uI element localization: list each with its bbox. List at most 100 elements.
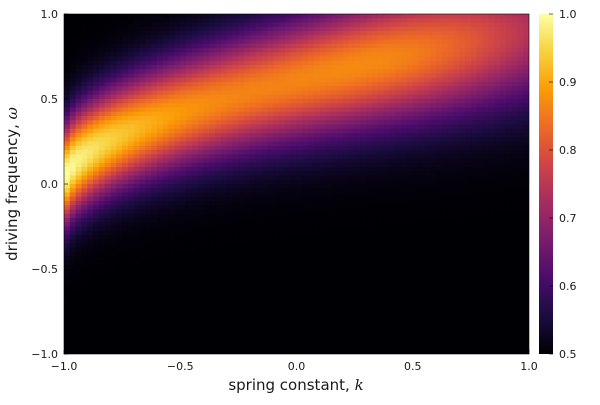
heatmap-cell (98, 26, 106, 32)
heatmap-cell (151, 290, 158, 296)
heatmap-cell (284, 65, 292, 70)
heatmap-cell (64, 256, 71, 262)
heatmap-cell (279, 303, 286, 308)
heatmap-cell (226, 311, 234, 317)
heatmap-cell (372, 90, 379, 96)
heatmap-cell (331, 294, 338, 300)
heatmap-cell (162, 150, 170, 155)
heatmap-cell (383, 171, 391, 177)
heatmap-cell (104, 111, 112, 117)
heatmap-cell (157, 26, 164, 32)
heatmap-cell (81, 311, 88, 317)
heatmap-cell (418, 82, 425, 87)
heatmap-cell (220, 307, 228, 313)
heatmap-cell (377, 320, 385, 325)
heatmap-cell (331, 22, 338, 28)
heatmap-cell (308, 26, 315, 32)
heatmap-cell (319, 184, 327, 189)
heatmap-cell (360, 35, 367, 41)
heatmap-cell (244, 26, 251, 32)
heatmap-cell (325, 179, 332, 185)
heatmap-cell (354, 162, 362, 168)
heatmap-cell (180, 294, 187, 300)
heatmap-cell (313, 158, 321, 164)
heatmap-cell (319, 162, 327, 168)
heatmap-cell (337, 103, 344, 109)
heatmap-cell (325, 39, 332, 45)
heatmap-cell (412, 281, 420, 287)
heatmap-cell (209, 201, 216, 206)
heatmap-cell (331, 116, 338, 121)
heatmap-cell (232, 281, 239, 287)
heatmap-cell (122, 167, 129, 172)
heatmap-cell (354, 39, 362, 45)
heatmap-cell (383, 133, 391, 138)
heatmap-cell (139, 332, 146, 338)
heatmap-cell (412, 35, 420, 41)
heatmap-cell (238, 141, 245, 147)
heatmap-cell (325, 213, 332, 219)
heatmap-cell (296, 222, 303, 228)
heatmap-cell (197, 69, 205, 75)
heatmap-cell (354, 145, 362, 151)
heatmap-cell (180, 90, 187, 96)
heatmap-cell (273, 150, 280, 155)
heatmap-cell (412, 184, 420, 189)
heatmap-cell (366, 345, 373, 351)
heatmap-cell (424, 154, 431, 160)
heatmap-cell (93, 94, 100, 100)
heatmap-cell (418, 175, 425, 181)
heatmap-cell (93, 99, 100, 104)
heatmap-cell (186, 94, 193, 100)
heatmap-cell (174, 175, 181, 181)
heatmap-cell (401, 39, 408, 45)
heatmap-cell (343, 222, 350, 228)
heatmap-cell (197, 281, 205, 287)
heatmap-cell (226, 107, 234, 113)
heatmap-cell (290, 184, 298, 189)
heatmap-cell (93, 43, 100, 49)
heatmap-cell (98, 154, 106, 160)
heatmap-cell (180, 345, 187, 351)
heatmap-cell (261, 324, 269, 330)
heatmap-cell (273, 324, 280, 330)
heatmap-cell (406, 133, 414, 138)
heatmap-cell (215, 192, 222, 198)
heatmap-cell (174, 222, 181, 228)
heatmap-cell (348, 18, 356, 24)
heatmap-cell (406, 86, 414, 92)
heatmap-cell (302, 175, 309, 181)
heatmap-cell (343, 311, 350, 317)
heatmap-cell (191, 128, 199, 134)
heatmap-cell (337, 150, 344, 155)
heatmap-cell (122, 256, 129, 262)
heatmap-cell (220, 111, 228, 117)
heatmap-cell (110, 60, 117, 66)
heatmap-cell (104, 328, 112, 334)
heatmap-cell (203, 303, 210, 308)
heatmap-cell (75, 60, 83, 66)
heatmap-cell (302, 107, 309, 113)
heatmap-cell (203, 107, 210, 113)
heatmap-cell (104, 243, 112, 249)
heatmap-cell (180, 35, 187, 41)
heatmap-cell (383, 349, 391, 354)
heatmap-cell (284, 256, 292, 262)
heatmap-cell (75, 315, 83, 321)
heatmap-cell (209, 120, 216, 126)
heatmap-cell (209, 60, 216, 66)
heatmap-cell (215, 341, 222, 347)
heatmap-cell (220, 324, 228, 330)
heatmap-cell (244, 247, 251, 253)
heatmap-cell (197, 128, 205, 134)
heatmap-cell (383, 150, 391, 155)
heatmap-cell (174, 154, 181, 160)
heatmap-cell (418, 188, 425, 194)
heatmap-cell (343, 14, 350, 19)
heatmap-cell (290, 332, 298, 338)
heatmap-cell (377, 43, 385, 49)
heatmap-cell (180, 103, 187, 109)
heatmap-cell (238, 99, 245, 104)
heatmap-cell (389, 298, 396, 304)
heatmap-cell (197, 239, 205, 245)
